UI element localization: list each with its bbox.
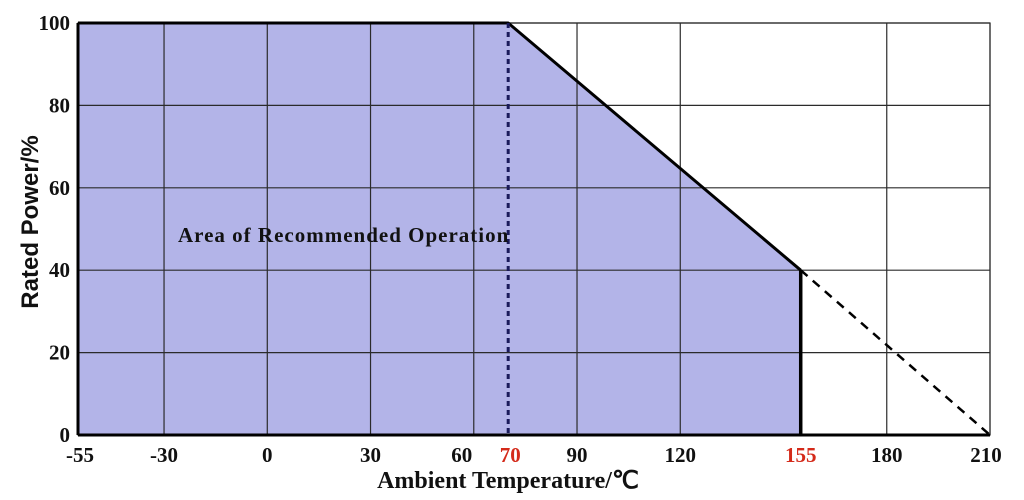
area-annotation: Area of Recommended Operation bbox=[178, 223, 509, 247]
y-tick-label: 60 bbox=[49, 176, 70, 200]
x-tick-label: 90 bbox=[567, 443, 588, 467]
x-tick-label: 155 bbox=[785, 443, 817, 467]
x-tick-label: 120 bbox=[665, 443, 697, 467]
x-tick-label: 210 bbox=[970, 443, 1002, 467]
tick-labels: -55 -30 0 30 60 70 90 120 155 180 210 0 20 40 60 80 100 bbox=[39, 11, 1002, 467]
x-tick-label: 60 bbox=[451, 443, 472, 467]
x-tick-label: 180 bbox=[871, 443, 903, 467]
y-axis-title: Rated Power/% bbox=[17, 135, 44, 308]
derating-curve bbox=[78, 21, 991, 436]
y-tick-label: 100 bbox=[39, 11, 71, 35]
filled-area bbox=[78, 23, 801, 435]
y-tick-label: 40 bbox=[49, 258, 70, 282]
y-tick-label: 80 bbox=[49, 93, 70, 117]
recommended-operation-area bbox=[78, 23, 801, 435]
x-tick-label: 70 bbox=[500, 443, 521, 467]
x-tick-label: 0 bbox=[262, 443, 273, 467]
x-axis-title: Ambient Temperature/℃ bbox=[377, 468, 639, 494]
y-tick-label: 20 bbox=[49, 341, 70, 365]
grid bbox=[76, 22, 991, 437]
x-tick-label: -55 bbox=[66, 443, 94, 467]
y-tick-label: 0 bbox=[60, 423, 71, 447]
x-tick-label: 30 bbox=[360, 443, 381, 467]
x-tick-label: -30 bbox=[150, 443, 178, 467]
extrapolated-line bbox=[799, 269, 991, 436]
